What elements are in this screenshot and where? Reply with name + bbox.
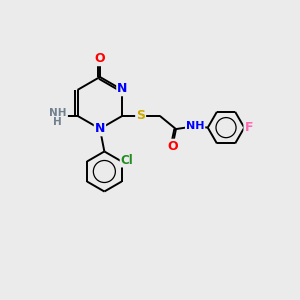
Text: NH: NH: [49, 110, 67, 119]
Text: N: N: [117, 82, 128, 95]
Text: N: N: [95, 122, 105, 135]
Text: H: H: [53, 117, 62, 127]
Text: O: O: [94, 52, 105, 65]
Text: O: O: [167, 140, 178, 153]
Text: F: F: [244, 121, 253, 134]
Text: NH: NH: [186, 121, 204, 131]
Text: H: H: [53, 117, 62, 127]
Text: NH: NH: [49, 108, 67, 118]
Text: Cl: Cl: [121, 154, 134, 166]
Text: S: S: [136, 109, 145, 122]
